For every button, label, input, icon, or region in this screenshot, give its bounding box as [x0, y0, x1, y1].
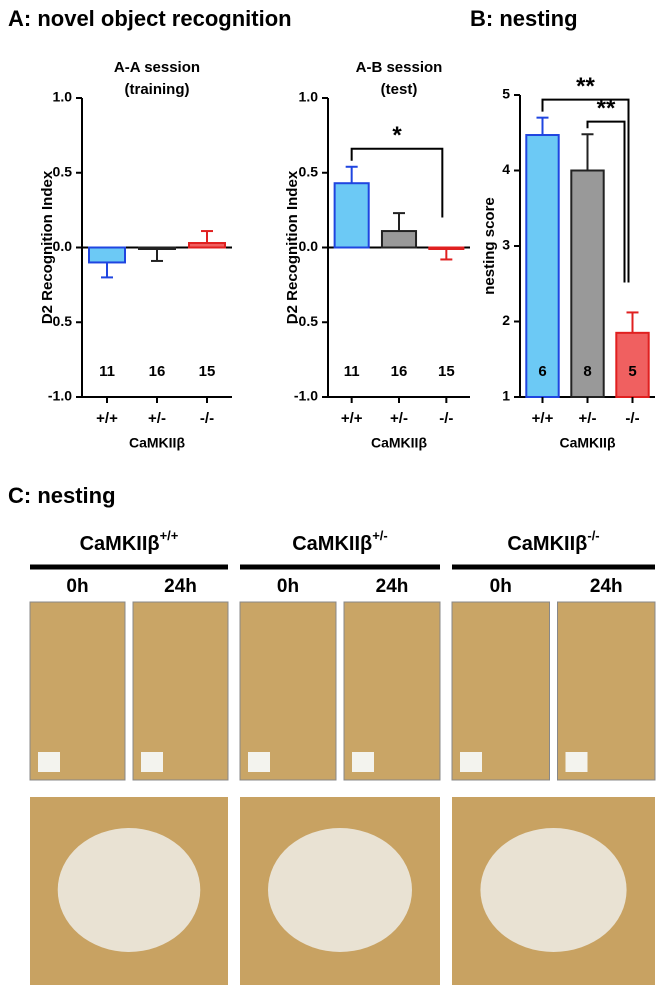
chart-title: A-B session [356, 59, 443, 76]
y-tick-label: 3 [502, 237, 510, 253]
cage-photo [239, 601, 337, 781]
time-label: 0h [66, 576, 88, 597]
cage-photo [343, 601, 441, 781]
nest-material [141, 752, 163, 772]
nest-material [460, 752, 482, 772]
n-label: 11 [99, 363, 115, 380]
bar [333, 182, 370, 249]
y-axis-label: D2 Recognition Index [39, 170, 56, 324]
nest-material [248, 752, 270, 772]
y-tick-label: -0.5 [294, 313, 318, 329]
nest-material [565, 752, 588, 772]
y-tick-label: 1.0 [299, 89, 319, 105]
bar [570, 169, 605, 398]
gene: CaMKIIβ [507, 533, 587, 555]
x-axis-label: CaMKIIβ [371, 435, 427, 451]
x-tick-label: -/- [439, 410, 453, 427]
n-label: 16 [149, 363, 166, 380]
significance-label: ** [597, 95, 616, 122]
x-tick-label: -/- [200, 410, 214, 427]
y-tick-label: 1.0 [53, 89, 73, 105]
nest-material [38, 752, 60, 772]
y-tick-label: 0.0 [299, 238, 319, 254]
group-label: CaMKIIβ+/- [292, 528, 388, 555]
significance-bracket [541, 98, 630, 283]
n-label: 11 [344, 363, 360, 380]
chart-title: A-A session [114, 59, 200, 76]
time-label: 24h [590, 576, 623, 597]
nest-closeup [57, 828, 201, 952]
panel-title: B: nesting [470, 6, 578, 31]
y-tick-label: 2 [502, 312, 510, 328]
y-tick-label: 0.0 [53, 238, 73, 254]
y-tick-label: -1.0 [294, 388, 318, 404]
bar [525, 134, 560, 398]
n-label: 6 [538, 363, 546, 380]
x-axis-label: CaMKIIβ [129, 435, 185, 451]
x-tick-label: +/+ [96, 410, 118, 427]
bar [615, 331, 650, 399]
n-label: 5 [628, 363, 636, 380]
bar [138, 246, 176, 250]
y-tick-label: -0.5 [48, 313, 72, 329]
time-label: 0h [490, 576, 512, 597]
bar [380, 230, 418, 249]
time-label: 24h [164, 576, 197, 597]
significance-bracket [586, 120, 626, 283]
panel-title: A: novel object recognition [8, 6, 292, 31]
significance-label: ** [576, 73, 595, 100]
y-axis-label: nesting score [481, 197, 498, 295]
nest-closeup [268, 828, 412, 952]
significance-label: * [392, 122, 402, 149]
genotype: +/+ [160, 528, 179, 543]
y-tick-label: 1 [502, 388, 510, 404]
n-label: 15 [199, 363, 216, 380]
y-tick-label: 5 [502, 86, 510, 102]
nest-closeup [480, 828, 627, 952]
cage-photo [29, 601, 126, 781]
x-tick-label: +/- [390, 410, 408, 427]
cage-photo [557, 601, 656, 781]
nest-material [352, 752, 374, 772]
bar [88, 246, 126, 264]
x-tick-label: -/- [625, 410, 639, 427]
y-axis-label: D2 Recognition Index [284, 170, 301, 324]
x-tick-label: +/+ [341, 410, 363, 427]
y-tick-label: -1.0 [48, 388, 72, 404]
y-tick-label: 0.5 [299, 163, 319, 179]
x-axis-label: CaMKIIβ [560, 435, 616, 451]
group-label: CaMKIIβ-/- [507, 528, 599, 555]
significance-bracket [350, 147, 444, 218]
cage-photo [451, 601, 550, 781]
x-tick-label: +/+ [532, 410, 554, 427]
genotype: -/- [587, 528, 599, 543]
gene: CaMKIIβ [292, 533, 372, 555]
chart-subtitle: (test) [381, 81, 418, 98]
genotype: +/- [372, 528, 388, 543]
time-label: 0h [277, 576, 299, 597]
n-label: 15 [438, 363, 455, 380]
gene: CaMKIIβ [80, 533, 160, 555]
panel-title: C: nesting [8, 483, 116, 508]
x-tick-label: +/- [148, 410, 166, 427]
group-label: CaMKIIβ+/+ [80, 528, 179, 555]
n-label: 8 [583, 363, 591, 380]
bar [428, 246, 465, 250]
x-tick-label: +/- [579, 410, 597, 427]
time-label: 24h [376, 576, 409, 597]
bar [188, 242, 226, 249]
y-tick-label: 0.5 [53, 163, 73, 179]
chart-subtitle: (training) [125, 81, 190, 98]
photos [29, 601, 656, 985]
y-tick-label: 4 [502, 161, 510, 177]
cage-photo [132, 601, 229, 781]
n-label: 16 [391, 363, 408, 380]
